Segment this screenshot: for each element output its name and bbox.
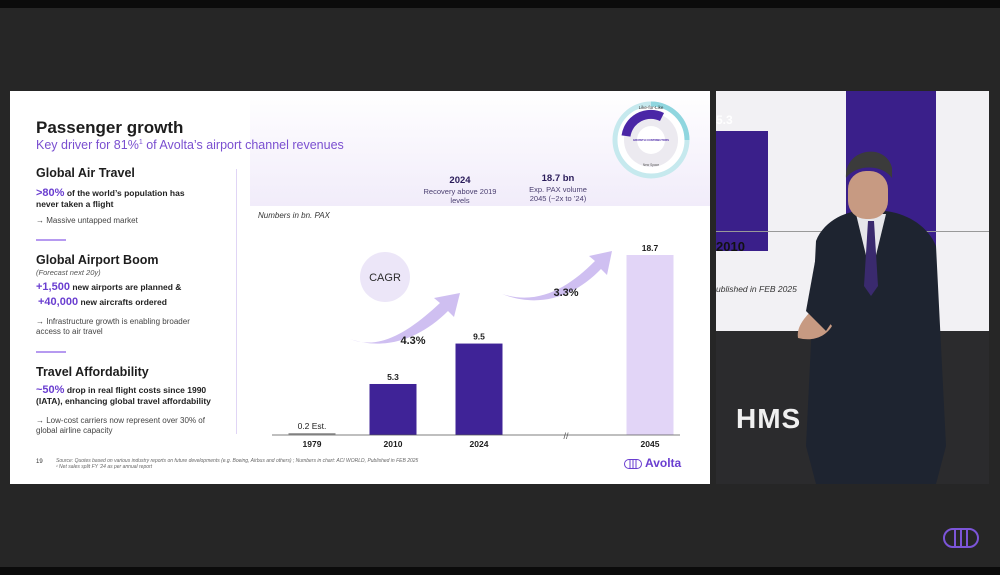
stat-value: +40,000 bbox=[38, 296, 79, 308]
axis-break-mark: // bbox=[563, 431, 569, 441]
stat-text: never taken a flight bbox=[36, 199, 114, 209]
subtitle-footnote-mark: 1 bbox=[138, 138, 143, 146]
callout-2045-heading: 18.7 bn bbox=[541, 173, 575, 184]
cagr-value-1: 4.3% bbox=[400, 335, 425, 347]
bar-value-label-2010: 5.3 bbox=[387, 372, 399, 382]
slide-title: Passenger growth bbox=[36, 118, 184, 137]
video-top-bar bbox=[0, 0, 1000, 8]
subtitle-text: Key driver for 81% bbox=[36, 138, 139, 152]
callout-2045-text: Exp. PAX volume 2045 (~2x to ’24) bbox=[510, 185, 606, 203]
bullet-text: → Low-cost carriers now represent over 3… bbox=[36, 416, 205, 425]
chart-unit-note: Numbers in bn. PAX bbox=[258, 211, 330, 220]
page-number: 19 bbox=[36, 459, 43, 465]
x-tick-label-2045: 2045 bbox=[641, 439, 660, 449]
hms-sign: HMS bbox=[736, 403, 802, 434]
stat-value: >80% bbox=[36, 187, 65, 199]
background-year: 2010 bbox=[716, 239, 745, 254]
bullet-untapped-market: → Massive untapped market bbox=[36, 216, 138, 225]
callout-2024-heading: 2024 bbox=[449, 175, 471, 186]
bullet-text: access to air travel bbox=[36, 327, 103, 336]
avolta-logo-icon bbox=[624, 459, 642, 469]
growth-contributors-wheel: Like-for-Like GROWTH CONTRIBUTORS New Sp… bbox=[612, 101, 690, 179]
stat-text: (IATA), enhancing global travel affordab… bbox=[36, 396, 211, 406]
bar-value-label-1979: 0.2 Est. bbox=[298, 421, 327, 431]
x-tick-label-2010: 2010 bbox=[384, 439, 403, 449]
background-bar bbox=[716, 131, 768, 251]
callout-2024-text: Recovery above 2019 levels bbox=[415, 187, 505, 205]
wheel-center-label: GROWTH CONTRIBUTORS bbox=[633, 138, 669, 142]
section-heading-airport-boom: Global Airport Boom bbox=[36, 253, 159, 267]
bullet-text: global airline capacity bbox=[36, 426, 113, 435]
section-heading-affordability: Travel Affordability bbox=[36, 365, 149, 379]
cagr-label: CAGR bbox=[369, 272, 401, 284]
chart-bars: 0.2 Est. 1979 5.3 2010 9.5 2024 18.7 2045 bbox=[288, 243, 674, 449]
cagr-arrow-2024-2045 bbox=[502, 251, 612, 301]
cagr-arrow-2010-2024 bbox=[350, 293, 460, 344]
bar-1979 bbox=[288, 433, 336, 435]
callout-line: 2045 (~2x to ’24) bbox=[529, 194, 587, 203]
stat-airports: +1,500 new airports are planned & bbox=[36, 282, 181, 293]
callout-line: Recovery above 2019 bbox=[423, 187, 497, 196]
slide-subtitle: Key driver for 81%1 of Avolta’s airport … bbox=[36, 138, 344, 152]
bar-2010 bbox=[369, 383, 417, 435]
bullet-text: → Infrastructure growth is enabling broa… bbox=[36, 317, 190, 326]
stat-text: drop in real flight costs since 1990 bbox=[64, 385, 207, 395]
stat-value: +1,500 bbox=[36, 281, 70, 293]
stat-population: >80% of the world’s population has never… bbox=[36, 188, 185, 210]
cagr-bubble bbox=[360, 252, 410, 302]
stat-text: of the world’s population has bbox=[64, 188, 185, 198]
brand-name: Avolta bbox=[645, 456, 682, 470]
x-tick-label-1979: 1979 bbox=[303, 439, 322, 449]
stat-text: new airports are planned & bbox=[69, 282, 182, 292]
source-line: ¹ Net sales split FY ’24 as per annual r… bbox=[56, 464, 153, 470]
stat-flight-costs: ~50% drop in real flight costs since 199… bbox=[36, 385, 211, 407]
cagr-value-2: 3.3% bbox=[553, 287, 578, 299]
bullet-infrastructure: → Infrastructure growth is enabling broa… bbox=[36, 317, 190, 337]
x-tick-label-2024: 2024 bbox=[470, 439, 489, 449]
presentation-slide: Passenger growth Key driver for 81%1 of … bbox=[10, 91, 710, 484]
source-footnote: Source: Quotes based on various industry… bbox=[56, 458, 418, 470]
speaker-figure bbox=[797, 151, 946, 484]
bar-value-label-2024: 9.5 bbox=[473, 332, 485, 342]
bar-2024 bbox=[455, 343, 503, 435]
callout-line: levels bbox=[450, 196, 470, 205]
subtitle-text-end: of Avolta’s airport channel revenues bbox=[142, 138, 344, 152]
section-divider bbox=[36, 239, 66, 241]
section-divider bbox=[36, 351, 66, 353]
stat-aircrafts: +40,000 new aircrafts ordered bbox=[38, 297, 167, 308]
section-heading-air-travel: Global Air Travel bbox=[36, 166, 135, 180]
column-separator bbox=[236, 169, 237, 434]
video-bottom-bar bbox=[0, 567, 1000, 575]
stat-text: new aircrafts ordered bbox=[78, 297, 167, 307]
callout-line: Exp. PAX volume bbox=[529, 185, 587, 194]
section-note: (Forecast next 20y) bbox=[36, 268, 101, 277]
stage-camera-view: 5.3 2010 ublished in FEB 2025 HMS bbox=[716, 91, 989, 484]
bullet-low-cost-carriers: → Low-cost carriers now represent over 3… bbox=[36, 416, 205, 436]
passenger-bar-chart: CAGR 4.3% 3.3% 0.2 Est. 1979 5.3 2010 9.5 202… bbox=[272, 243, 680, 449]
bar-value-label-2045: 18.7 bbox=[642, 243, 659, 253]
stat-value: ~50% bbox=[36, 384, 65, 396]
source-line: Source: Quotes based on various industry… bbox=[56, 458, 419, 464]
wheel-top-label: Like-for-Like bbox=[639, 105, 664, 110]
background-value: 5.3 bbox=[716, 113, 733, 127]
broadcast-corner-logo-icon bbox=[943, 528, 979, 548]
wheel-bottom-label: New Space bbox=[643, 163, 660, 167]
background-source: ublished in FEB 2025 bbox=[716, 284, 797, 294]
bar-2045 bbox=[626, 255, 674, 435]
